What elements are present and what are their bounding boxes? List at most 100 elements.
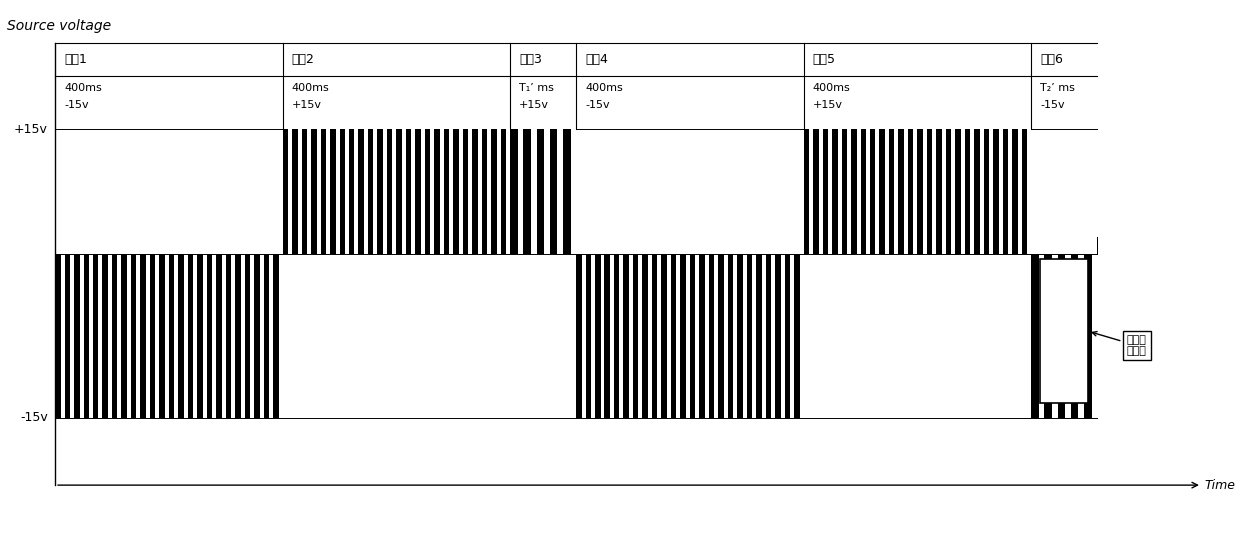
Bar [828, 129, 832, 254]
Bar [402, 129, 405, 254]
Bar [1027, 129, 1032, 254]
Bar [420, 129, 425, 254]
Bar [951, 129, 955, 254]
Bar [923, 129, 926, 254]
Bar [610, 254, 614, 418]
Bar [89, 254, 93, 418]
Bar [704, 254, 709, 418]
Bar [241, 254, 244, 418]
Bar [383, 129, 387, 254]
Bar [203, 254, 207, 418]
Bar [724, 254, 728, 418]
Text: 阶全3: 阶全3 [520, 53, 542, 66]
Bar [649, 254, 652, 418]
Bar [1008, 129, 1012, 254]
Bar [629, 254, 632, 418]
Bar [506, 129, 510, 254]
Bar [477, 129, 481, 254]
Bar [165, 254, 169, 418]
Text: T₁’ ms: T₁’ ms [520, 83, 554, 93]
Bar [126, 254, 131, 418]
Bar [990, 129, 993, 254]
Bar [308, 129, 311, 254]
Bar [570, 129, 577, 254]
Bar [714, 254, 718, 418]
Bar [146, 254, 150, 418]
Bar [837, 129, 842, 254]
Bar [866, 129, 870, 254]
Bar [885, 129, 889, 254]
Bar [1065, 254, 1070, 418]
Bar [600, 254, 604, 418]
Bar [155, 254, 160, 418]
Text: 阶全2: 阶全2 [291, 53, 315, 66]
Bar [336, 129, 340, 254]
Bar [288, 129, 293, 254]
Bar [753, 254, 756, 418]
Text: Source voltage: Source voltage [7, 19, 112, 33]
Text: 阶全6: 阶全6 [1040, 53, 1063, 66]
Bar [804, 129, 1032, 254]
Bar [459, 129, 463, 254]
Text: 白色主
驱动帧: 白色主 驱动帧 [1092, 331, 1147, 357]
Bar [894, 129, 899, 254]
Text: +15v: +15v [291, 100, 321, 110]
Bar [696, 254, 699, 418]
Bar [743, 254, 746, 418]
Bar [998, 129, 1003, 254]
Bar [449, 129, 454, 254]
Bar [932, 129, 936, 254]
Bar [373, 129, 377, 254]
Bar [175, 254, 179, 418]
Bar [510, 129, 577, 254]
Bar [108, 254, 112, 418]
Bar [184, 254, 187, 418]
Bar [970, 129, 975, 254]
Bar [582, 254, 585, 418]
Bar [298, 129, 301, 254]
Bar [1039, 254, 1044, 418]
Bar [283, 129, 510, 254]
Bar [497, 129, 501, 254]
Text: +15v: +15v [14, 123, 48, 136]
Bar [316, 129, 321, 254]
Text: 阶全1: 阶全1 [64, 53, 87, 66]
Bar [942, 129, 946, 254]
Text: 阶全4: 阶全4 [585, 53, 608, 66]
Bar [1079, 254, 1084, 418]
Bar [1032, 254, 1097, 418]
Bar [914, 129, 918, 254]
Bar [639, 254, 642, 418]
Bar [440, 129, 444, 254]
Bar [857, 129, 861, 254]
Bar [212, 254, 216, 418]
Bar [98, 254, 103, 418]
Bar [733, 254, 738, 418]
Bar [231, 254, 236, 418]
Bar [810, 129, 813, 254]
Bar [531, 129, 537, 254]
Bar [847, 129, 851, 254]
Bar [118, 254, 122, 418]
Bar [69, 254, 74, 418]
Bar [469, 129, 472, 254]
Bar [557, 129, 563, 254]
Bar [980, 129, 983, 254]
Bar [1040, 259, 1087, 403]
Bar [544, 129, 549, 254]
Text: 400ms: 400ms [291, 83, 330, 93]
Bar [365, 129, 368, 254]
Text: -15v: -15v [585, 100, 610, 110]
Bar [676, 254, 681, 418]
Bar [259, 254, 264, 418]
Bar [326, 129, 330, 254]
Text: Time: Time [1205, 479, 1236, 492]
Text: 400ms: 400ms [585, 83, 622, 93]
Text: -15v: -15v [1040, 100, 1065, 110]
Bar [412, 129, 415, 254]
Bar [136, 254, 140, 418]
Bar [771, 254, 775, 418]
Bar [761, 254, 765, 418]
Bar [1018, 129, 1022, 254]
Bar [193, 254, 197, 418]
